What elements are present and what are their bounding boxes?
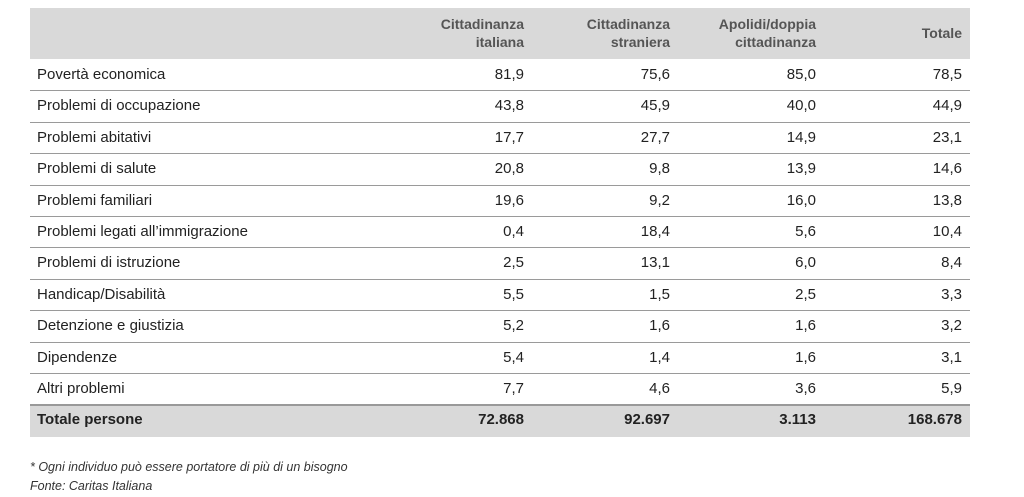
cell-value: 81,9 <box>494 66 524 83</box>
row-separator <box>30 278 970 280</box>
row-label: Problemi abitativi <box>37 128 152 146</box>
cell-value: 5,9 <box>941 380 962 397</box>
cell-value: 5,6 <box>795 223 816 240</box>
cell-value: 1,5 <box>649 285 670 303</box>
total-value: 168.678 <box>907 411 962 428</box>
row-separator <box>30 247 970 249</box>
footnote: Fonte: Caritas Italiana <box>30 479 153 493</box>
cell-value: 0,4 <box>503 223 524 240</box>
column-header: italiana <box>475 34 524 50</box>
row-separator <box>30 90 970 92</box>
column-header: Apolidi/doppia <box>718 16 816 32</box>
cell-value: 44,9 <box>932 97 962 115</box>
total-value: 72.868 <box>478 411 524 428</box>
cell-value: 9,2 <box>649 191 670 209</box>
cell-value: 8,4 <box>941 254 962 272</box>
row-label: Problemi familiari <box>37 191 153 209</box>
row-label: Dipendenze <box>37 348 118 366</box>
cell-value: 2,5 <box>795 285 816 303</box>
cell-value: 23,1 <box>932 128 962 146</box>
cell-value: 13,8 <box>932 191 962 209</box>
cell-value: 5,4 <box>503 348 524 366</box>
total-label: Totale persone <box>37 411 143 428</box>
row-label: Problemi legati all’immigrazione <box>37 223 248 240</box>
cell-value: 3,2 <box>941 317 962 335</box>
row-label: Problemi di salute <box>37 160 157 178</box>
cell-value: 78,5 <box>932 66 962 83</box>
cell-value: 19,6 <box>494 191 524 209</box>
column-header: Cittadinanza <box>440 16 524 32</box>
cell-value: 75,6 <box>640 66 670 83</box>
row-label: Problemi di istruzione <box>37 254 181 272</box>
cell-value: 43,8 <box>494 97 524 115</box>
cell-value: 20,8 <box>494 160 524 178</box>
total-value: 92.697 <box>624 411 670 428</box>
row-label: Problemi di occupazione <box>37 97 201 115</box>
row-separator <box>30 373 970 374</box>
row-separator <box>30 341 970 343</box>
cell-value: 17,7 <box>494 128 524 146</box>
column-header: Cittadinanza <box>586 16 670 32</box>
cell-value: 18,4 <box>640 223 670 240</box>
row-separator <box>30 216 970 217</box>
row-separator <box>30 184 970 186</box>
cell-value: 27,7 <box>640 128 670 146</box>
column-header: Totale <box>921 25 962 41</box>
cell-value: 16,0 <box>786 191 816 209</box>
cell-value: 40,0 <box>786 97 816 115</box>
header-band <box>30 8 970 59</box>
cell-value: 6,0 <box>795 254 816 272</box>
column-header: cittadinanza <box>735 34 816 50</box>
row-label: Handicap/Disabilità <box>37 285 166 303</box>
footnote: * Ogni individuo può essere portatore di… <box>30 460 348 474</box>
cell-value: 85,0 <box>786 66 816 83</box>
cell-value: 45,9 <box>640 97 670 115</box>
cell-value: 1,6 <box>795 317 816 335</box>
row-label: Detenzione e giustizia <box>37 317 184 335</box>
cell-value: 1,6 <box>795 348 816 366</box>
total-value: 3.113 <box>779 411 816 428</box>
cell-value: 9,8 <box>649 160 670 178</box>
column-header: straniera <box>610 34 670 50</box>
cell-value: 3,1 <box>941 348 962 366</box>
cell-value: 1,4 <box>649 348 670 366</box>
row-separator <box>30 310 970 312</box>
cell-value: 2,5 <box>503 254 524 272</box>
cell-value: 13,1 <box>640 254 670 272</box>
cell-value: 1,6 <box>649 317 670 335</box>
cell-value: 5,2 <box>503 317 524 335</box>
cell-value: 13,9 <box>786 160 816 178</box>
cell-value: 5,5 <box>503 285 524 303</box>
cell-value: 3,3 <box>941 285 962 303</box>
row-separator <box>30 153 970 155</box>
row-label: Povertà economica <box>37 66 166 83</box>
cell-value: 14,6 <box>932 160 962 178</box>
cell-value: 14,9 <box>786 128 816 146</box>
cell-value: 4,6 <box>649 380 670 397</box>
cell-value: 3,6 <box>795 380 816 397</box>
row-label: Altri problemi <box>37 380 125 397</box>
total-band <box>30 404 970 437</box>
cell-value: 7,7 <box>503 380 524 397</box>
cell-value: 10,4 <box>932 223 962 240</box>
row-separator <box>30 121 970 123</box>
